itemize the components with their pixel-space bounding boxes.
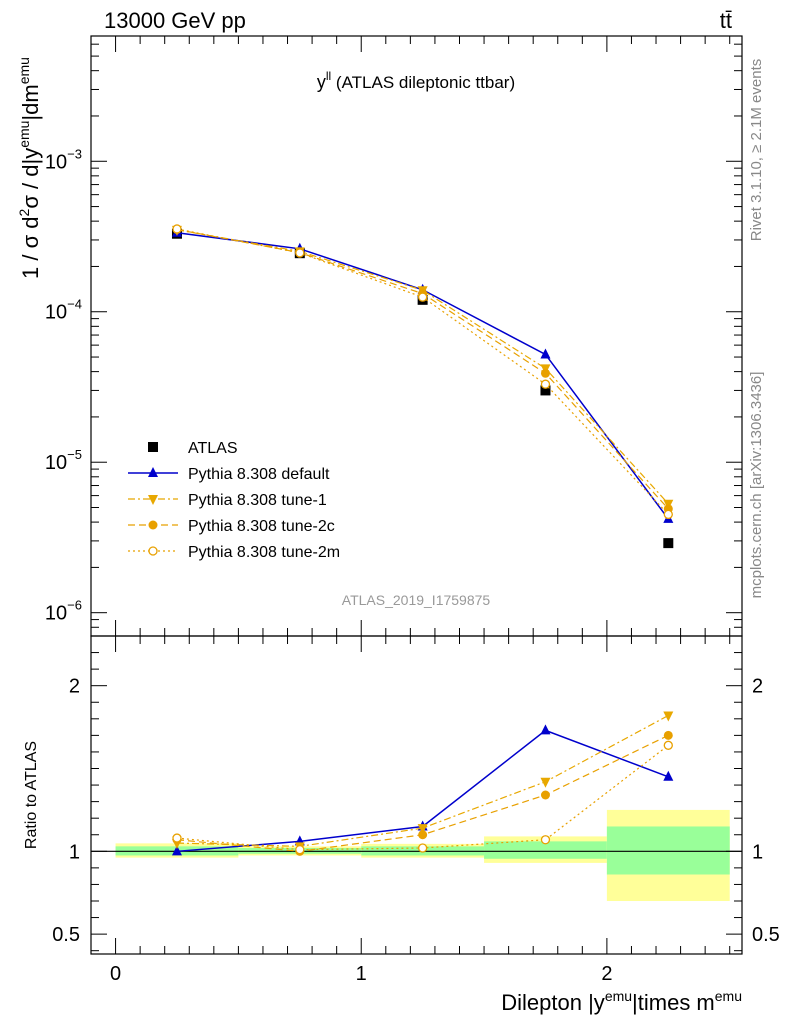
x-tick-label-2: 2 (601, 963, 612, 985)
ratio-point-0-4 (663, 770, 674, 781)
ylabel-part-4: |dm (18, 84, 43, 120)
tick-base: 10 (45, 151, 67, 173)
ratio-point-3-1 (295, 845, 305, 855)
xlabel-part-2: |times m (632, 990, 715, 1015)
tick-base: 10 (45, 302, 67, 324)
tick-base: 10 (45, 452, 67, 474)
ratio-y-tick-label-right-0: 2 (752, 676, 763, 698)
ratio-point-1-3 (540, 777, 551, 788)
main-point-3-3 (540, 368, 550, 378)
main-point-0-4 (663, 538, 674, 549)
legend-label-4: Pythia 8.308 tune-2m (188, 544, 340, 561)
ratio-inner-band-4 (606, 826, 730, 875)
legend: ATLAS Pythia 8.308 default Pythia 8.308 tu… (128, 440, 340, 561)
ratio-series-3 (172, 740, 673, 855)
main-point-4-4 (663, 509, 673, 520)
tick-exponent: −3 (67, 146, 82, 161)
tick-exponent: −6 (67, 598, 82, 613)
ratio-point-2-4 (663, 730, 673, 740)
x-tick-label-0: 0 (110, 963, 121, 985)
main-series-line-2 (176, 229, 669, 505)
legend-marker-2 (148, 495, 158, 505)
main-point-4-0 (172, 224, 182, 234)
main-point-4-2 (417, 292, 428, 302)
header-right-label: tt̄ (720, 8, 732, 33)
x-tick-label-1: 1 (356, 963, 367, 985)
main-point-4-1 (295, 248, 305, 258)
ratio-point-1-2 (417, 824, 428, 835)
ratio-y-axis-label: Ratio to ATLAS (23, 741, 40, 849)
plot-title: yll (ATLAS dileptonic ttbar) (317, 69, 515, 92)
legend-marker-0 (148, 442, 158, 452)
ratio-point-3-4 (663, 740, 673, 750)
ylabel-part-1: 2 (16, 208, 32, 216)
ratio-inner-band-3 (484, 841, 607, 859)
main-series-4 (172, 224, 673, 520)
main-y-axis-label: 1 / σ d2σ / d|yemu|dmemu (16, 57, 43, 279)
title-rest: (ATLAS dileptonic ttbar) (331, 73, 515, 92)
main-y-tick-label-2: 10−5 (45, 447, 82, 474)
title-sup: ll (326, 69, 331, 83)
xlabel-part-3: emu (715, 988, 742, 1004)
ylabel-part-5: emu (16, 57, 32, 84)
xlabel-part-0: Dilepton |y (501, 990, 605, 1015)
main-y-tick-label-0: 10−3 (45, 146, 82, 173)
analysis-id: ATLAS_2019_I1759875 (342, 592, 491, 608)
ratio-point-3-0 (172, 833, 182, 843)
legend-label-0: ATLAS (188, 440, 238, 457)
legend-label-2: Pythia 8.308 tune-1 (188, 492, 327, 509)
ylabel-part-3: emu (16, 121, 32, 148)
main-point-4-3 (540, 379, 551, 389)
tick-base: 10 (45, 603, 67, 625)
ratio-point-3-3 (540, 835, 551, 845)
mcplots-label: mcplots.cern.ch [arXiv:1306.3436] (748, 372, 765, 599)
title-main: y (317, 72, 326, 92)
ratio-series-line-1 (176, 714, 669, 847)
ratio-point-1-4 (663, 711, 674, 722)
xlabel-part-1: emu (605, 988, 632, 1004)
ratio-point-2-2 (418, 830, 428, 840)
main-y-tick-label-1: 10−4 (45, 297, 82, 324)
legend-label-3: Pythia 8.308 tune-2c (188, 518, 335, 535)
ratio-y-tick-label-right-1: 1 (752, 841, 763, 863)
main-point-0-3 (540, 385, 551, 396)
ratio-y-tick-label-left-2: 0.5 (52, 924, 80, 946)
legend-marker-4 (148, 546, 158, 556)
ylabel-part-0: 1 / σ d (18, 216, 43, 279)
ratio-point-2-3 (540, 790, 550, 800)
legend-marker-1 (148, 467, 158, 477)
ratio-panel: 2 2 1 1 0.5 0.5 0 1 2 Ratio to ATLAS Dilepton |y… (23, 635, 780, 1015)
tick-exponent: −4 (67, 297, 82, 312)
ratio-frame (90, 635, 743, 955)
ratio-point-3-2 (417, 843, 428, 853)
legend-label-1: Pythia 8.308 default (188, 466, 330, 483)
main-point-1-3 (540, 348, 551, 359)
ratio-point-0-3 (540, 724, 551, 735)
tick-exponent: −5 (67, 447, 82, 462)
x-axis-label: Dilepton |yemu|times memu (501, 988, 742, 1015)
ratio-y-tick-label-right-2: 0.5 (752, 924, 780, 946)
main-panel: 10−310−410−510−6 yll (ATLAS dileptonic t… (16, 35, 743, 637)
header-left-label: 13000 GeV pp (104, 8, 246, 33)
legend-marker-3 (148, 520, 158, 530)
ratio-y-tick-label-left-1: 1 (69, 841, 80, 863)
main-y-tick-label-3: 10−6 (45, 598, 82, 625)
ratio-y-tick-label-left-0: 2 (69, 676, 80, 698)
ylabel-part-2: σ / d|y (18, 148, 43, 209)
ratio-point-0-0 (171, 845, 182, 856)
rivet-label: Rivet 3.1.10, ≥ 2.1M events (748, 59, 765, 242)
